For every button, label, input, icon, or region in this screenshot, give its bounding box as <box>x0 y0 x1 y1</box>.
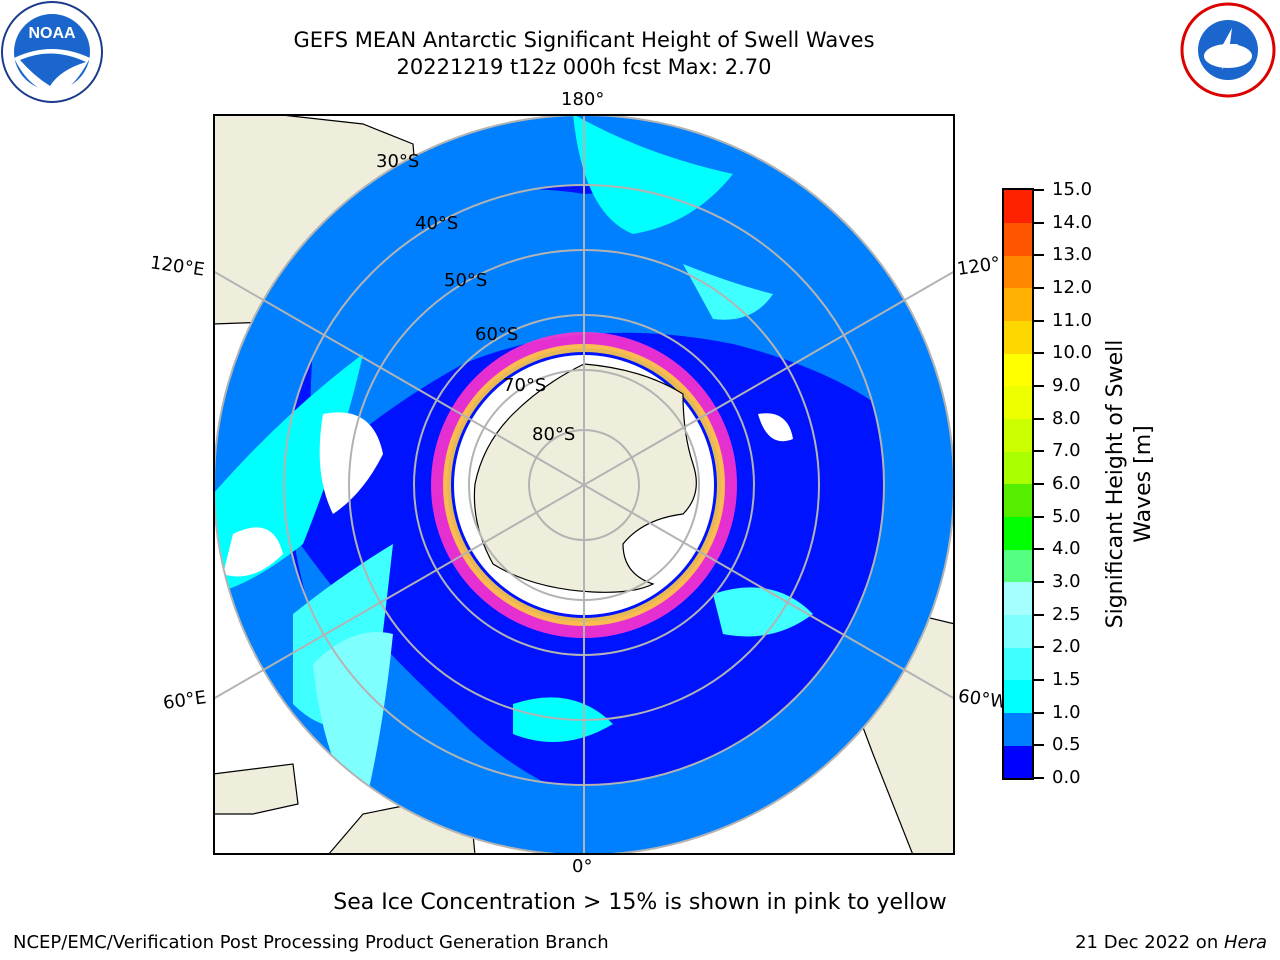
colorbar-tick <box>1034 417 1044 420</box>
colorbar-tick-label: 14.0 <box>1052 211 1093 233</box>
lon-label-180: 180° <box>561 89 605 110</box>
footer-date: 21 Dec 2022 on Hera <box>1075 932 1267 953</box>
colorbar-tick-label: 8.0 <box>1052 407 1081 429</box>
colorbar-segment <box>1004 516 1032 550</box>
footer-date-text: 21 Dec 2022 on <box>1075 932 1224 953</box>
lat-label-50s: 50°S <box>444 270 488 291</box>
colorbar-tick-label: 7.0 <box>1052 440 1081 462</box>
colorbar-tick-label: 3.0 <box>1052 571 1081 592</box>
chart-title: GEFS MEAN Antarctic Significant Height o… <box>293 28 875 52</box>
lon-label-120w: 120° <box>955 253 1002 280</box>
lon-label-120e: 120°E <box>148 252 206 281</box>
colorbar-title-line2: Waves [m] <box>1131 425 1156 543</box>
colorbar-tick-label: 15.0 <box>1052 179 1093 200</box>
colorbar-segment <box>1004 353 1032 387</box>
lat-label-70s: 70°S <box>503 375 547 396</box>
colorbar-tick-label: 12.0 <box>1052 277 1093 298</box>
colorbar-tick-label: 0.0 <box>1052 767 1081 788</box>
colorbar-tick <box>1034 450 1044 453</box>
colorbar-tick <box>1034 646 1044 649</box>
colorbar-tick <box>1034 777 1044 779</box>
colorbar-tick <box>1034 613 1044 616</box>
colorbar-tick <box>1034 679 1044 681</box>
lon-label-0: 0° <box>572 856 593 877</box>
colorbar-tick <box>1034 548 1044 551</box>
colorbar-tick-label: 2.5 <box>1052 603 1081 625</box>
colorbar-tick <box>1034 744 1044 747</box>
colorbar-segment <box>1004 255 1032 289</box>
colorbar-segment <box>1004 386 1032 420</box>
noaa-logo-text: NOAA <box>28 25 76 42</box>
colorbar-tick-label: 6.0 <box>1052 473 1081 494</box>
colorbar-segment <box>1004 190 1032 224</box>
lat-label-30s: 30°S <box>376 151 420 172</box>
colorbar-segment <box>1004 222 1032 256</box>
lon-label-60e: 60°E <box>161 687 208 714</box>
colorbar-tick-label: 0.5 <box>1052 734 1081 756</box>
colorbar-tick <box>1034 581 1044 583</box>
colorbar-tick-label: 13.0 <box>1052 244 1093 266</box>
colorbar-tick <box>1034 287 1044 289</box>
colorbar-tick <box>1034 189 1044 191</box>
colorbar-tick <box>1034 319 1044 322</box>
colorbar-tick-label: 1.0 <box>1052 701 1081 723</box>
colorbar-tick <box>1034 385 1044 387</box>
chart-subtitle: 20221219 t12z 000h fcst Max: 2.70 <box>396 55 772 79</box>
colorbar-tick-label: 9.0 <box>1052 375 1081 396</box>
colorbar-tick-label: 2.0 <box>1052 636 1081 658</box>
colorbar-segment <box>1004 288 1032 322</box>
nws-logo <box>1180 2 1276 98</box>
colorbar-segment <box>1004 484 1032 518</box>
sea-ice-note: Sea Ice Concentration > 15% is shown in … <box>333 890 947 915</box>
colorbar-tick-label: 4.0 <box>1052 538 1081 560</box>
noaa-logo: NOAA <box>1 1 103 103</box>
colorbar-tick <box>1034 221 1044 224</box>
footer-branch: NCEP/EMC/Verification Post Processing Pr… <box>13 932 609 953</box>
colorbar-tick-label: 1.5 <box>1052 669 1081 690</box>
colorbar-segment <box>1004 680 1032 714</box>
lat-label-40s: 40°S <box>415 213 459 234</box>
colorbar-tick-label: 11.0 <box>1052 309 1093 331</box>
colorbar-tick <box>1034 352 1044 355</box>
colorbar-title: Significant Height of Swell Waves [m] <box>1102 184 1158 784</box>
colorbar-tick <box>1034 483 1044 485</box>
colorbar-segment <box>1004 582 1032 616</box>
colorbar-tick <box>1034 711 1044 714</box>
antarctic-swell-map <box>213 114 955 855</box>
colorbar-tick-label: 10.0 <box>1052 342 1093 364</box>
colorbar-tick <box>1034 254 1044 257</box>
colorbar-segment <box>1004 712 1032 746</box>
colorbar-segment <box>1004 745 1032 779</box>
footer-machine: Hera <box>1223 932 1267 953</box>
colorbar-tick <box>1034 515 1044 518</box>
longitude-grid <box>213 114 955 855</box>
lat-label-60s: 60°S <box>475 324 519 345</box>
lat-label-80s: 80°S <box>532 424 576 445</box>
colorbar-segment <box>1004 647 1032 681</box>
colorbar-title-line1: Significant Height of Swell <box>1103 339 1128 629</box>
colorbar-segment <box>1004 549 1032 583</box>
colorbar-segment <box>1004 614 1032 648</box>
colorbar-tick-label: 5.0 <box>1052 505 1081 527</box>
colorbar-segment <box>1004 418 1032 452</box>
colorbar-segment <box>1004 320 1032 354</box>
colorbar <box>1002 188 1034 780</box>
colorbar-segment <box>1004 451 1032 485</box>
